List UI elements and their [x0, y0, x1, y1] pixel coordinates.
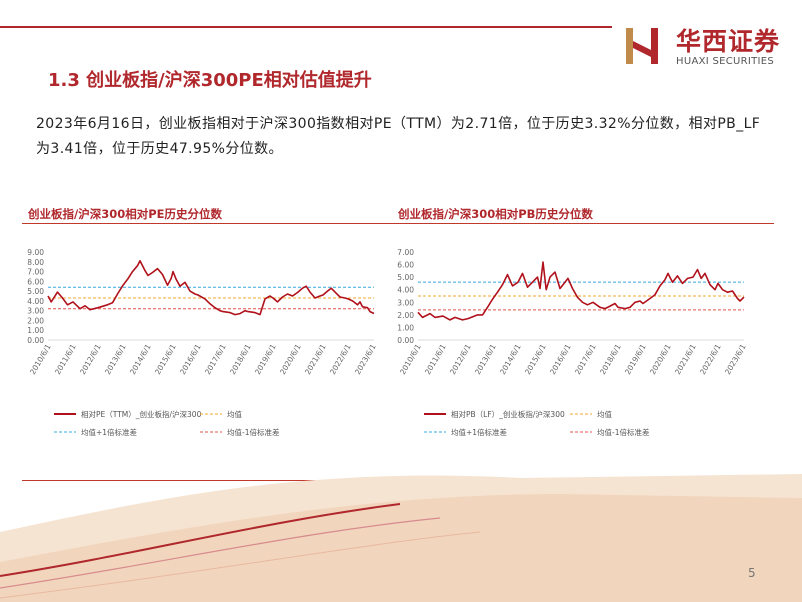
chart-title-pe: 创业板指/沪深300相对PE历史分位数	[28, 207, 222, 221]
x-tick-label: 2011/6/1	[53, 342, 78, 376]
x-tick-label: 2014/6/1	[128, 342, 153, 376]
x-tick-label: 2012/6/1	[78, 342, 103, 376]
y-tick-label: 7.00	[397, 248, 414, 257]
legend-label: 均值-1倍标准差	[227, 427, 280, 437]
page-number: 5	[748, 566, 756, 580]
legend-label: 均值	[227, 409, 242, 419]
x-tick-label: 2020/6/1	[648, 342, 673, 376]
x-tick-label: 2016/6/1	[548, 342, 573, 376]
y-tick-label: 5.00	[397, 273, 414, 282]
pb-chart: 0.00 1.00 2.00 3.00 4.00 5.00 6.00 7.00 2010/6/1…	[397, 248, 748, 437]
decorative-wave-graphic	[0, 474, 802, 602]
x-tick-label: 2018/6/1	[228, 342, 253, 376]
y-tick-label: 5.00	[27, 287, 44, 296]
huaxi-logo-icon	[626, 28, 658, 64]
legend-label: 均值	[597, 409, 612, 419]
y-tick-label: 0.00	[27, 336, 44, 345]
legend-label: 均值+1倍标准差	[451, 427, 508, 437]
x-tick-label: 2013/6/1	[103, 342, 128, 376]
chart-title-pb: 创业板指/沪深300相对PB历史分位数	[398, 207, 593, 221]
y-tick-label: 3.00	[397, 298, 414, 307]
x-tick-label: 2013/6/1	[473, 342, 498, 376]
legend-label: 相对PB（LF）_创业板指/沪深300	[451, 409, 565, 419]
x-tick-label: 2021/6/1	[303, 342, 328, 376]
chart-title-rule	[392, 223, 774, 224]
y-tick-label: 9.00	[27, 248, 44, 257]
y-tick-label: 2.00	[397, 311, 414, 320]
y-tick-label: 3.00	[27, 307, 44, 316]
legend-label: 均值-1倍标准差	[597, 427, 650, 437]
y-tick-label: 1.00	[397, 323, 414, 332]
y-tick-label: 4.00	[397, 286, 414, 295]
y-tick-label: 8.00	[27, 258, 44, 267]
legend-label: 相对PE（TTM）_创业板指/沪深300	[81, 409, 202, 419]
y-tick-label: 4.00	[27, 297, 44, 306]
legend-label: 均值+1倍标准差	[81, 427, 138, 437]
x-tick-label: 2017/6/1	[203, 342, 228, 376]
chart-title-rule	[22, 223, 402, 224]
x-tick-label: 2015/6/1	[153, 342, 178, 376]
brand-name: 华西证券	[676, 27, 781, 56]
x-tick-label: 2010/6/1	[398, 342, 423, 376]
y-tick-label: 7.00	[27, 268, 44, 277]
y-tick-label: 6.00	[27, 277, 44, 286]
x-tick-label: 2015/6/1	[523, 342, 548, 376]
y-tick-label: 0.00	[397, 336, 414, 345]
section-title: 1.3 创业板指/沪深300PE相对估值提升	[48, 70, 372, 91]
series-line	[47, 260, 375, 316]
x-tick-label: 2023/6/1	[353, 342, 378, 376]
x-tick-label: 2016/6/1	[178, 342, 203, 376]
brand-name-english: HUAXI SECURITIES	[676, 56, 775, 67]
x-tick-label: 2010/6/1	[28, 342, 53, 376]
x-tick-label: 2023/6/1	[723, 342, 748, 376]
description-text: 2023年6月16日，创业板指相对于沪深300指数相对PE（TTM）为2.71倍…	[36, 116, 761, 157]
y-tick-label: 1.00	[27, 326, 44, 335]
x-tick-label: 2022/6/1	[328, 342, 353, 376]
x-tick-label: 2011/6/1	[423, 342, 448, 376]
x-tick-label: 2017/6/1	[573, 342, 598, 376]
x-tick-label: 2012/6/1	[448, 342, 473, 376]
x-tick-label: 2020/6/1	[278, 342, 303, 376]
x-tick-label: 2018/6/1	[598, 342, 623, 376]
x-tick-label: 2022/6/1	[698, 342, 723, 376]
series-line	[417, 261, 745, 321]
x-tick-label: 2019/6/1	[253, 342, 278, 376]
y-tick-label: 6.00	[397, 261, 414, 270]
x-tick-label: 2019/6/1	[623, 342, 648, 376]
header-rule	[0, 26, 612, 28]
x-tick-label: 2021/6/1	[673, 342, 698, 376]
x-tick-label: 2014/6/1	[498, 342, 523, 376]
y-tick-label: 2.00	[27, 316, 44, 325]
pe-chart: 0.001.002.003.004.005.006.007.008.009.00…	[27, 248, 378, 437]
